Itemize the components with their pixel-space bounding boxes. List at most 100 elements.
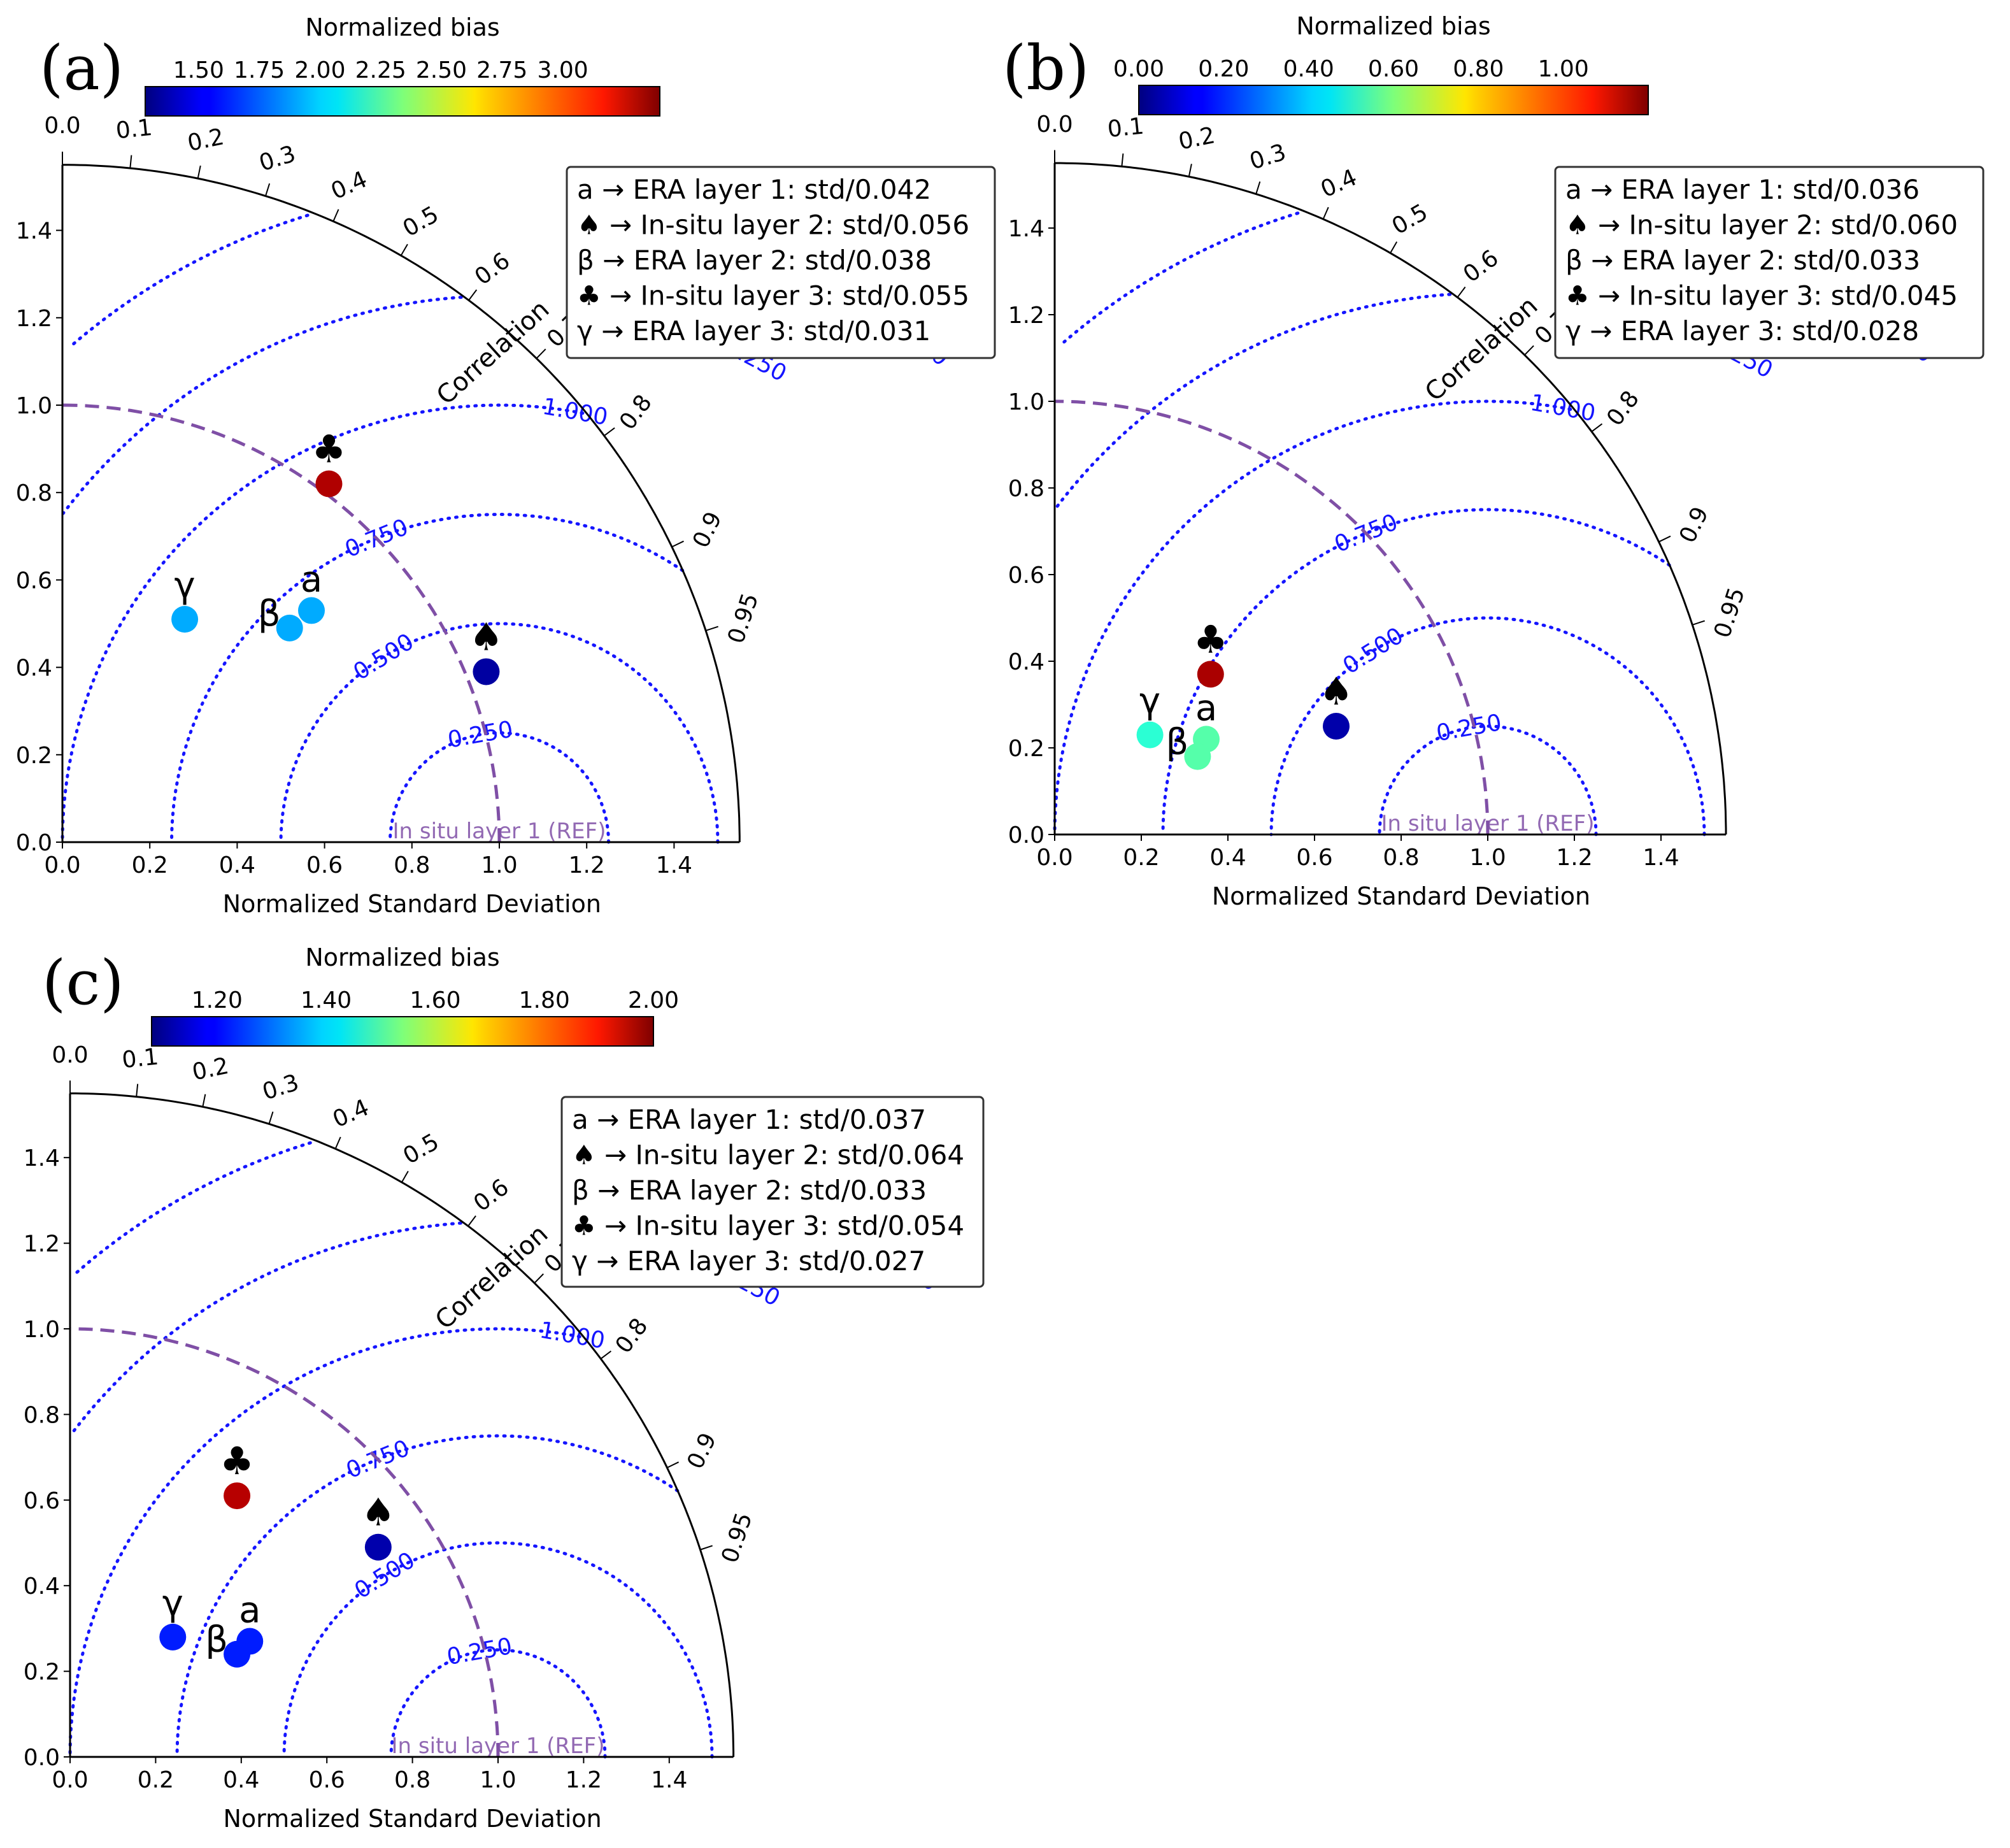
legend-entry: β → ERA layer 2: std/0.038 bbox=[577, 245, 932, 276]
legend-entry: ♣ → In-situ layer 3: std/0.055 bbox=[577, 280, 969, 312]
y-tick-label: 1.0 bbox=[1008, 389, 1044, 415]
corr-tick bbox=[1390, 241, 1398, 254]
taylor-panel-2: (c) Normalized bias 1.20 1.40 1.60 1.80 2.00 0.… bbox=[24, 943, 985, 1833]
corr-tick-label: 0.2 bbox=[190, 1053, 231, 1086]
corr-tick bbox=[700, 1545, 713, 1551]
colorbar-tick-label: 2.75 bbox=[476, 57, 527, 83]
corr-tick bbox=[136, 1084, 139, 1097]
corr-tick bbox=[268, 1111, 274, 1124]
corr-tick bbox=[400, 243, 408, 256]
corr-tick-label: 0.3 bbox=[259, 1070, 302, 1105]
rms-contour bbox=[1161, 508, 1671, 836]
corr-tick bbox=[536, 348, 546, 359]
x-axis-label: Normalized Standard Deviation bbox=[223, 890, 601, 918]
colorbar-tick-label: 1.80 bbox=[519, 987, 570, 1014]
rms-contour bbox=[61, 296, 463, 515]
legend-entry: ♠ → In-situ layer 2: std/0.064 bbox=[572, 1140, 964, 1171]
x-tick-label: 1.4 bbox=[651, 1767, 687, 1793]
data-point bbox=[1197, 661, 1224, 688]
corr-tick bbox=[604, 427, 615, 436]
panel-label: (c) bbox=[42, 947, 124, 1019]
data-point-label: γ bbox=[162, 1583, 183, 1624]
y-tick-label: 0.2 bbox=[24, 1659, 60, 1686]
colorbar bbox=[145, 86, 660, 117]
corr-tick-label: 0.1 bbox=[115, 115, 153, 145]
corr-tick bbox=[600, 1350, 612, 1359]
correlation-axis-label: Correlation bbox=[430, 1219, 554, 1335]
corr-tick bbox=[1658, 535, 1671, 543]
legend-entry: β → ERA layer 2: std/0.033 bbox=[1565, 245, 1920, 276]
rms-contour bbox=[68, 213, 310, 349]
corr-tick bbox=[1457, 286, 1466, 298]
y-tick-label: 1.4 bbox=[1008, 216, 1044, 242]
x-axis-label: Normalized Standard Deviation bbox=[1212, 882, 1590, 910]
colorbar-tick-label: 1.00 bbox=[1538, 56, 1589, 82]
y-tick-label: 0.2 bbox=[1008, 736, 1044, 762]
rms-contour-label: 0.250 bbox=[446, 716, 515, 753]
colorbar-tick-label: 2.00 bbox=[628, 987, 679, 1014]
x-tick-label: 0.8 bbox=[394, 852, 430, 878]
corr-tick bbox=[667, 1461, 680, 1468]
data-point-label: a bbox=[1195, 687, 1217, 729]
y-tick-label: 0.8 bbox=[1008, 476, 1044, 502]
y-tick-label: 1.2 bbox=[24, 1231, 60, 1257]
y-tick-label: 0.4 bbox=[24, 1573, 60, 1600]
x-tick-label: 1.2 bbox=[1556, 845, 1592, 871]
x-tick-label: 0.4 bbox=[223, 1767, 259, 1793]
x-tick-label: 0.0 bbox=[1036, 845, 1073, 871]
x-tick-label: 1.2 bbox=[566, 1767, 602, 1793]
outer-arc bbox=[62, 164, 741, 842]
data-point bbox=[1323, 713, 1350, 740]
x-tick-label: 0.8 bbox=[1383, 845, 1419, 871]
y-tick-label: 0.4 bbox=[16, 655, 52, 682]
data-point-label: ♠ bbox=[361, 1491, 396, 1535]
legend-entry: γ → ERA layer 3: std/0.031 bbox=[577, 315, 930, 347]
corr-tick bbox=[265, 183, 271, 196]
corr-tick-label: 0.0 bbox=[1036, 111, 1073, 138]
rms-contour bbox=[75, 1141, 312, 1274]
data-point-label: β bbox=[205, 1619, 228, 1661]
outer-arc bbox=[1055, 162, 1727, 834]
corr-tick-label: 0.5 bbox=[399, 201, 443, 242]
corr-tick-label: 0.0 bbox=[52, 1042, 88, 1068]
corr-tick-label: 0.3 bbox=[256, 141, 299, 176]
rms-contour bbox=[170, 512, 685, 844]
corr-tick-label: 0.4 bbox=[329, 1094, 373, 1133]
rms-contour bbox=[68, 1327, 581, 1759]
corr-tick bbox=[1121, 153, 1124, 167]
corr-tick bbox=[332, 209, 339, 222]
colorbar bbox=[151, 1016, 654, 1047]
y-tick-label: 1.2 bbox=[1008, 303, 1044, 329]
legend-entry: γ → ERA layer 3: std/0.028 bbox=[1565, 315, 1919, 347]
rms-contour bbox=[69, 1221, 462, 1436]
x-tick-label: 1.4 bbox=[656, 852, 692, 878]
x-tick-label: 0.6 bbox=[1296, 845, 1332, 871]
panel-label: (b) bbox=[1002, 32, 1089, 104]
legend-entry: ♣ → In-situ layer 3: std/0.054 bbox=[572, 1210, 964, 1242]
rms-contour bbox=[175, 1434, 680, 1759]
corr-tick-label: 0.95 bbox=[1709, 584, 1750, 641]
rms-contour-label: 0.250 bbox=[1434, 710, 1504, 747]
corr-tick-label: 0.9 bbox=[688, 508, 727, 552]
data-point bbox=[276, 614, 303, 641]
colorbar-tick-label: 0.00 bbox=[1113, 56, 1164, 82]
rms-contour bbox=[282, 1541, 714, 1759]
reference-label: In situ layer 1 (REF) bbox=[392, 1733, 605, 1759]
colorbar-tick-label: 3.00 bbox=[537, 57, 588, 83]
colorbar-tick-label: 2.00 bbox=[294, 57, 345, 83]
data-point-label: ♣ bbox=[1194, 617, 1228, 662]
legend-entry: β → ERA layer 2: std/0.033 bbox=[572, 1175, 927, 1206]
data-point bbox=[224, 1482, 251, 1510]
rms-contour-label: 0.250 bbox=[445, 1633, 515, 1670]
y-tick-label: 0.0 bbox=[24, 1745, 60, 1771]
corr-tick-label: 0.4 bbox=[327, 166, 371, 204]
corr-tick bbox=[1524, 345, 1534, 355]
rms-contour-label: 0.500 bbox=[349, 629, 418, 685]
corr-tick-label: 0.2 bbox=[185, 124, 226, 157]
reference-std-arc bbox=[62, 403, 501, 843]
reference-label: In situ layer 1 (REF) bbox=[393, 819, 606, 844]
legend-entry: a → ERA layer 1: std/0.037 bbox=[572, 1104, 926, 1135]
corr-tick-label: 0.8 bbox=[610, 1314, 653, 1358]
data-point bbox=[315, 470, 343, 498]
